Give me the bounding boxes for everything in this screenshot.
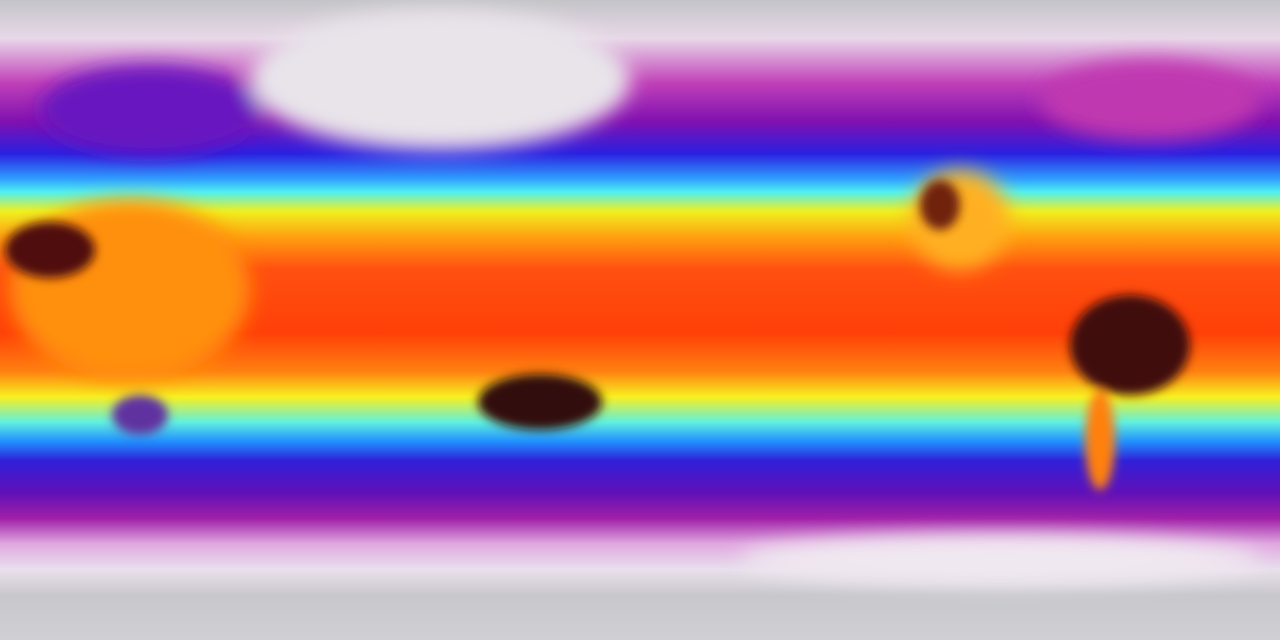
mexico: [920, 180, 960, 230]
patagonia: [1085, 390, 1115, 490]
europe-cool: [40, 65, 260, 155]
madagascar-region: [112, 395, 168, 435]
sahara: [5, 222, 95, 278]
south-america: [1070, 295, 1190, 395]
asia-cold: [250, 10, 630, 150]
north-america-cold: [1040, 60, 1260, 140]
australia: [478, 374, 602, 430]
hot-spots: [5, 180, 1190, 490]
antarctic-edge: [740, 535, 1260, 585]
